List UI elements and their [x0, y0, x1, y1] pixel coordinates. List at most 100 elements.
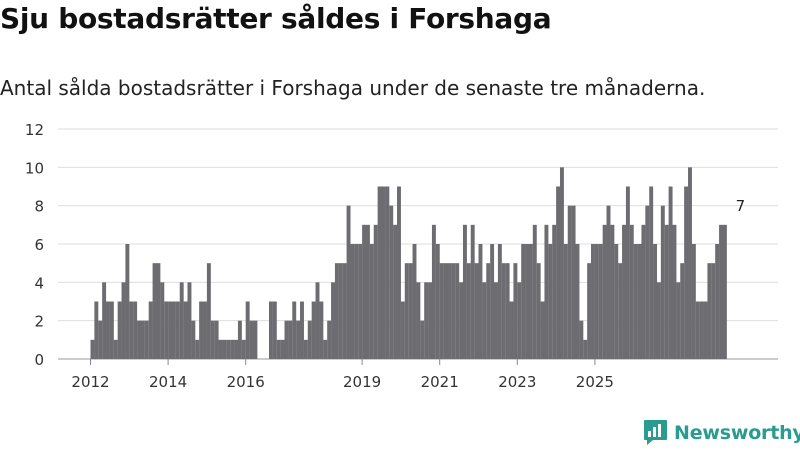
bar [614, 244, 619, 359]
bar [342, 263, 347, 359]
bar [315, 282, 320, 359]
bar [435, 244, 440, 359]
bar [222, 339, 227, 359]
bar [431, 224, 436, 359]
bar [338, 263, 343, 359]
bar [439, 263, 444, 359]
bar [152, 263, 157, 359]
bar [377, 186, 382, 359]
bar [455, 263, 460, 359]
bar [272, 301, 277, 359]
x-tick-label: 2019 [343, 373, 381, 391]
highlight-value-label: 7 [736, 197, 746, 215]
bar [237, 320, 242, 359]
bar [540, 301, 545, 359]
bar [109, 301, 114, 359]
bar [544, 224, 549, 359]
bar [610, 224, 615, 359]
bar [676, 282, 681, 359]
bar [567, 205, 572, 359]
bar [183, 301, 188, 359]
bar [354, 244, 359, 359]
bar [521, 244, 526, 359]
bar [594, 244, 599, 359]
bar [397, 186, 401, 359]
bar [645, 205, 650, 359]
bar [497, 244, 502, 359]
newsworthy-logo-icon [644, 420, 667, 445]
bar [292, 301, 297, 359]
bar [389, 205, 394, 359]
bar [350, 244, 355, 359]
bar [695, 301, 700, 359]
y-tick-label: 8 [34, 198, 44, 216]
bar [656, 282, 661, 359]
bar [474, 263, 479, 359]
x-tick-label: 2014 [149, 373, 187, 391]
bar [280, 339, 285, 359]
y-tick-label: 6 [34, 236, 44, 254]
bar [303, 339, 308, 359]
bar [625, 186, 630, 359]
bar [187, 282, 192, 359]
bar [137, 320, 141, 359]
bar [602, 224, 607, 359]
bar [722, 224, 727, 359]
bar [234, 339, 238, 359]
bar [369, 244, 374, 359]
bar [226, 339, 231, 359]
bar [296, 320, 301, 359]
bar [191, 320, 196, 359]
bar [230, 339, 235, 359]
bar [358, 244, 363, 359]
y-tick-label: 12 [25, 121, 44, 139]
x-tick-label: 2016 [227, 373, 265, 391]
bar [214, 320, 219, 359]
bar [373, 224, 378, 359]
bar [365, 224, 370, 359]
bar [598, 244, 603, 359]
bar [148, 301, 153, 359]
chart-subtitle: Antal sålda bostadsrätter i Forshaga und… [0, 76, 706, 100]
bar [703, 301, 708, 359]
chart-title: Sju bostadsrätter såldes i Forshaga [0, 2, 552, 35]
bar [416, 282, 421, 359]
bar [94, 301, 99, 359]
bar [311, 301, 316, 359]
bar [486, 263, 491, 359]
bar [451, 263, 456, 359]
bar [660, 205, 665, 359]
bar [404, 263, 409, 359]
bar [323, 339, 328, 359]
bar [133, 301, 138, 359]
bar [691, 244, 696, 359]
bar [331, 282, 335, 359]
bar [711, 263, 716, 359]
bar [680, 263, 685, 359]
bar [559, 167, 564, 359]
bar [424, 282, 429, 359]
bar [470, 224, 475, 359]
bar [552, 224, 557, 359]
bar [517, 282, 522, 359]
bar [653, 244, 658, 359]
bar [140, 320, 145, 359]
bar [649, 186, 654, 359]
bar [199, 301, 204, 359]
bar [684, 186, 689, 359]
bar [641, 224, 646, 359]
bar [156, 263, 161, 359]
bar [563, 244, 568, 359]
bar [241, 339, 246, 359]
bar [268, 301, 273, 359]
y-tick-label: 2 [34, 313, 44, 331]
bar [319, 301, 324, 359]
bar [245, 301, 250, 359]
bar [284, 320, 289, 359]
bar [443, 263, 448, 359]
bar [125, 244, 130, 359]
y-tick-label: 0 [34, 351, 44, 369]
bar [346, 205, 351, 359]
y-tick-label: 10 [25, 159, 44, 177]
bar [707, 263, 712, 359]
